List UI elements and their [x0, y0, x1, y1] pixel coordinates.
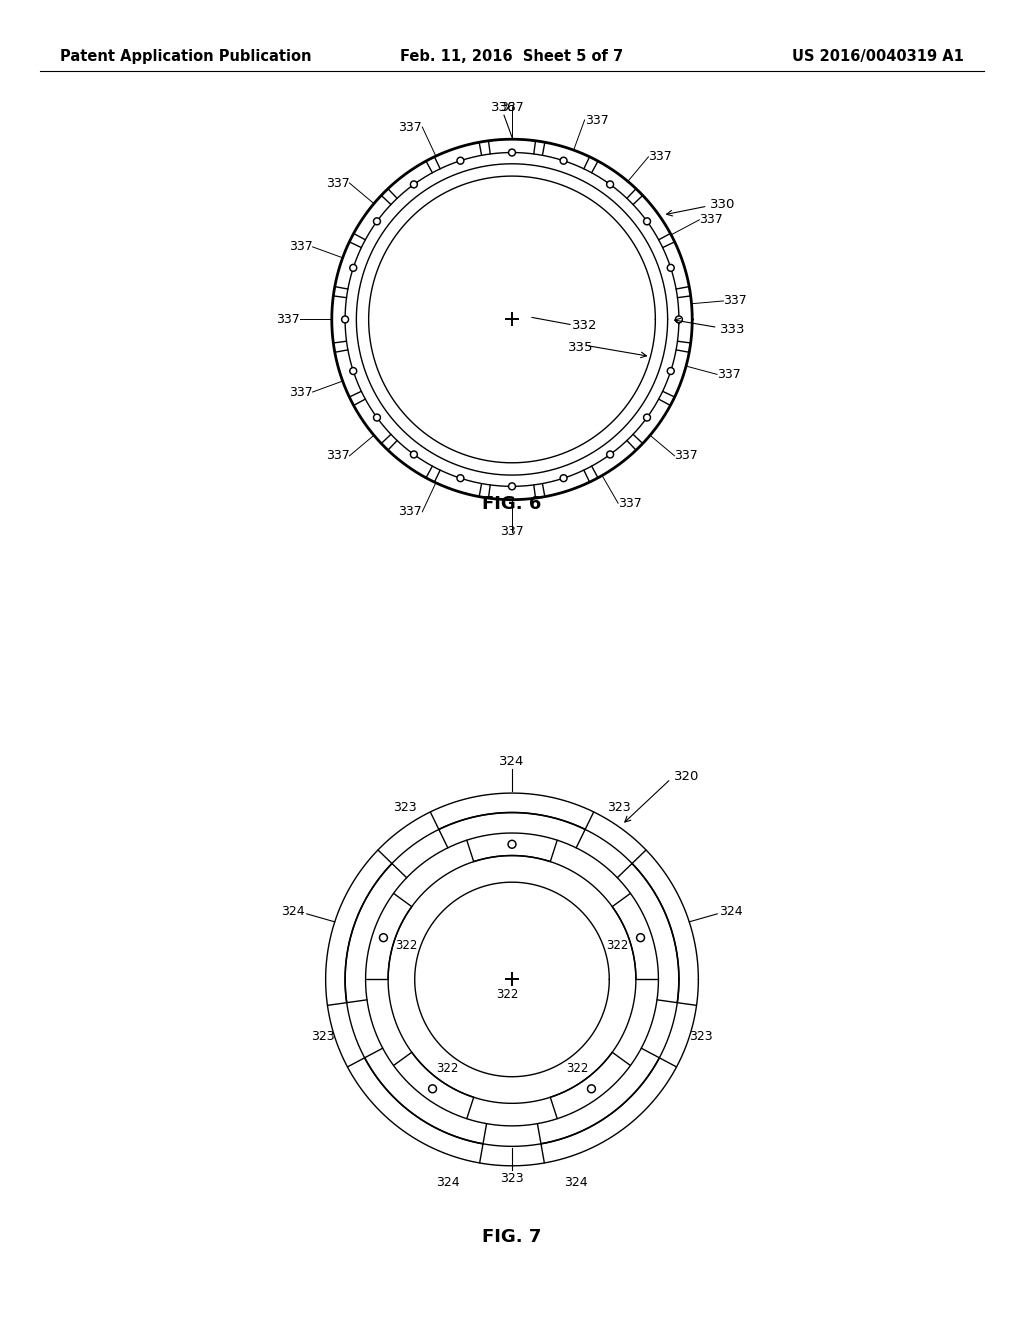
Circle shape [350, 264, 356, 272]
Circle shape [412, 453, 416, 457]
Circle shape [643, 218, 650, 224]
Text: 332: 332 [572, 319, 597, 331]
Text: 337: 337 [276, 313, 300, 326]
Circle shape [509, 149, 515, 156]
Text: Feb. 11, 2016  Sheet 5 of 7: Feb. 11, 2016 Sheet 5 of 7 [400, 49, 624, 65]
Text: 324: 324 [500, 755, 524, 767]
Text: 337: 337 [675, 449, 698, 462]
Text: 324: 324 [719, 906, 742, 919]
Text: 337: 337 [500, 525, 524, 539]
Circle shape [645, 219, 649, 223]
Circle shape [375, 219, 379, 223]
Text: 337: 337 [699, 214, 723, 226]
Circle shape [457, 475, 464, 482]
Text: 322: 322 [566, 1063, 588, 1076]
Circle shape [637, 933, 644, 941]
Text: 323: 323 [393, 801, 417, 814]
Text: 337: 337 [326, 177, 349, 190]
Circle shape [560, 157, 567, 164]
Circle shape [669, 265, 673, 269]
Circle shape [374, 414, 381, 421]
Circle shape [342, 315, 348, 323]
Circle shape [508, 841, 516, 849]
Text: 337: 337 [618, 496, 642, 510]
Circle shape [608, 182, 612, 186]
Text: 333: 333 [720, 323, 745, 335]
Text: 330: 330 [710, 198, 735, 211]
Circle shape [510, 150, 514, 154]
Text: 324: 324 [436, 1176, 460, 1189]
Circle shape [608, 453, 612, 457]
Circle shape [351, 370, 355, 374]
Circle shape [643, 414, 650, 421]
Circle shape [411, 181, 418, 187]
Circle shape [374, 218, 381, 224]
Text: 337: 337 [648, 150, 672, 164]
Text: 337: 337 [717, 368, 740, 381]
Circle shape [510, 842, 514, 846]
Text: 322: 322 [395, 939, 418, 952]
Circle shape [606, 181, 613, 187]
Text: 323: 323 [689, 1030, 713, 1043]
Circle shape [668, 367, 674, 375]
Text: 337: 337 [585, 114, 608, 127]
Circle shape [380, 933, 387, 941]
Text: 337: 337 [398, 120, 422, 133]
Text: 337: 337 [500, 100, 524, 114]
Circle shape [429, 1085, 436, 1093]
Text: 335: 335 [568, 341, 594, 354]
Circle shape [676, 315, 682, 323]
Text: 324: 324 [564, 1176, 588, 1189]
Circle shape [509, 483, 515, 490]
Circle shape [350, 367, 356, 375]
Text: 336: 336 [492, 100, 517, 114]
Circle shape [411, 451, 418, 458]
Text: FIG. 6: FIG. 6 [482, 495, 542, 513]
Text: 322: 322 [496, 987, 518, 1001]
Text: 337: 337 [398, 506, 422, 519]
Text: 323: 323 [311, 1030, 335, 1043]
Text: US 2016/0040319 A1: US 2016/0040319 A1 [793, 49, 964, 65]
Text: 337: 337 [723, 294, 748, 308]
Circle shape [351, 265, 355, 269]
Circle shape [459, 158, 463, 162]
Text: 323: 323 [500, 1172, 524, 1185]
Text: 337: 337 [326, 449, 349, 462]
Text: FIG. 7: FIG. 7 [482, 1228, 542, 1246]
Circle shape [669, 370, 673, 374]
Circle shape [375, 416, 379, 420]
Circle shape [677, 317, 681, 322]
Circle shape [606, 451, 613, 458]
Circle shape [561, 158, 565, 162]
Circle shape [381, 935, 386, 940]
Circle shape [589, 1086, 594, 1092]
Circle shape [430, 1086, 435, 1092]
Circle shape [412, 182, 416, 186]
Circle shape [588, 1085, 595, 1093]
Circle shape [510, 484, 514, 488]
Circle shape [343, 317, 347, 322]
Text: 323: 323 [607, 801, 631, 814]
Text: 320: 320 [674, 771, 699, 783]
Text: Patent Application Publication: Patent Application Publication [60, 49, 311, 65]
Circle shape [638, 935, 643, 940]
Text: 337: 337 [289, 385, 312, 399]
Circle shape [457, 157, 464, 164]
Circle shape [668, 264, 674, 272]
Text: 324: 324 [282, 906, 305, 919]
Circle shape [459, 477, 463, 480]
Circle shape [560, 475, 567, 482]
Text: 322: 322 [606, 939, 629, 952]
Text: 337: 337 [289, 240, 312, 253]
Text: 322: 322 [436, 1063, 458, 1076]
Circle shape [645, 416, 649, 420]
Circle shape [561, 477, 565, 480]
